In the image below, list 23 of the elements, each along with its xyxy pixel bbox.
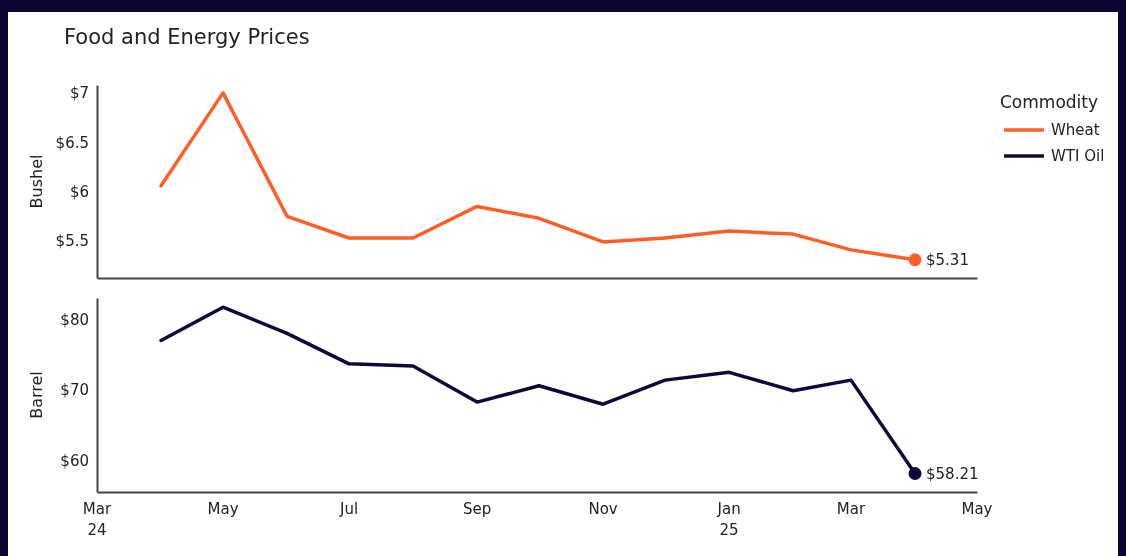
y-tick-label: $7: [69, 84, 89, 103]
x-tick-label: Sep: [462, 500, 492, 518]
y-tick-label: $70: [60, 381, 89, 400]
x-tick-label: May: [207, 500, 239, 518]
x-tick-label: Jul: [338, 500, 359, 518]
x-tick-label: Mar: [836, 500, 866, 518]
x-tick-label: Jan 25: [716, 500, 741, 539]
data-label: $58.21: [926, 464, 979, 483]
y-axis-title: Bushel: [27, 154, 46, 209]
legend-title: Commodity: [1000, 92, 1099, 112]
x-tick-label: May: [961, 500, 993, 518]
data-label: $5.31: [926, 250, 969, 269]
legend-label: Wheat: [1051, 121, 1100, 140]
y-axis-title: Barrel: [27, 371, 46, 419]
y-tick-label: $6.5: [55, 133, 89, 152]
y-tick-label: $6: [69, 182, 89, 201]
y-tick-label: $80: [60, 310, 89, 329]
y-tick-label: $60: [60, 452, 89, 471]
legend-label: WTI Oil: [1051, 147, 1105, 166]
chart-title: Food and Energy Prices: [64, 25, 310, 49]
y-tick-label: $5.5: [55, 232, 89, 251]
x-tick-label: Mar 24: [82, 500, 112, 539]
x-tick-label: Nov: [588, 500, 618, 518]
